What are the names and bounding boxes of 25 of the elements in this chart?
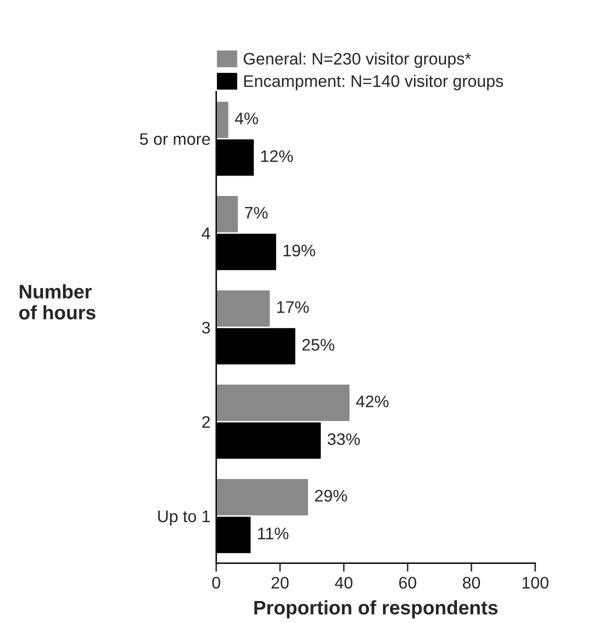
x-tick-label: 40	[334, 576, 352, 589]
y-tick-label: Up to 1	[158, 510, 210, 526]
data-label: 7%	[244, 206, 268, 219]
data-label: 4%	[234, 112, 258, 124]
x-tick-label: 20	[272, 576, 289, 589]
x-tick-label: 100	[522, 576, 548, 589]
y-tick-label: 4	[202, 228, 210, 240]
x-axis-title: Proportion of respondents	[254, 600, 498, 618]
x-tick-label: 60	[399, 576, 416, 589]
y-tick-label: 2	[202, 416, 210, 428]
data-label: 11%	[258, 528, 288, 540]
data-label: 17%	[277, 301, 309, 313]
data-label: 42%	[356, 396, 389, 408]
y-tick-label: 3	[202, 322, 210, 334]
x-tick-label: 80	[462, 576, 480, 589]
data-label: 19%	[284, 244, 316, 256]
data-label: 33%	[328, 433, 360, 446]
legend-label: Encampment: N=140 visitor groups	[244, 74, 504, 90]
y-axis-title: Number of hours	[19, 284, 96, 320]
legend-label: General: N=230 visitor groups*	[244, 52, 471, 68]
data-label: 12%	[261, 150, 293, 162]
x-tick-label: 0	[212, 576, 220, 589]
data-label: 29%	[315, 490, 348, 502]
data-label: 25%	[302, 338, 334, 351]
y-tick-label: 5 or more	[140, 133, 210, 145]
